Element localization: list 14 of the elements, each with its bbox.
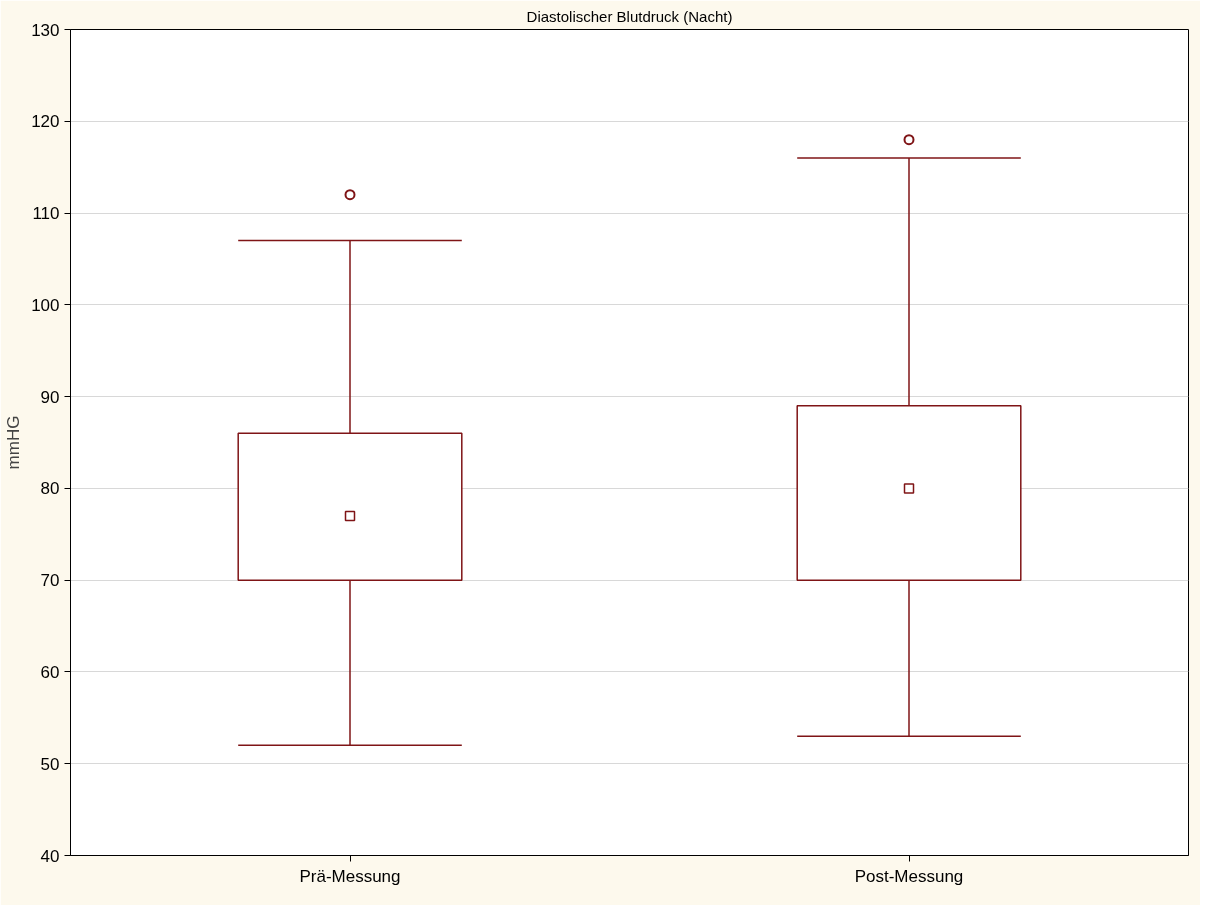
- chart-title: Diastolischer Blutdruck (Nacht): [526, 7, 733, 25]
- x-tick-label: Prä-Messung: [299, 866, 401, 886]
- y-tick-label: 60: [40, 662, 60, 682]
- y-tick-label: 130: [31, 20, 60, 40]
- y-tick-label: 110: [32, 204, 60, 224]
- y-tick-label: 70: [40, 571, 60, 591]
- y-tick-label: 90: [40, 387, 60, 407]
- y-tick-label: 120: [31, 112, 60, 132]
- y-axis-title: mmHG: [4, 415, 24, 470]
- y-tick-label: 50: [40, 754, 60, 774]
- x-tick-label: Post-Messung: [854, 866, 964, 886]
- y-tick-label: 80: [40, 479, 60, 499]
- y-tick-label: 40: [40, 846, 60, 866]
- y-tick-label: 100: [31, 295, 60, 315]
